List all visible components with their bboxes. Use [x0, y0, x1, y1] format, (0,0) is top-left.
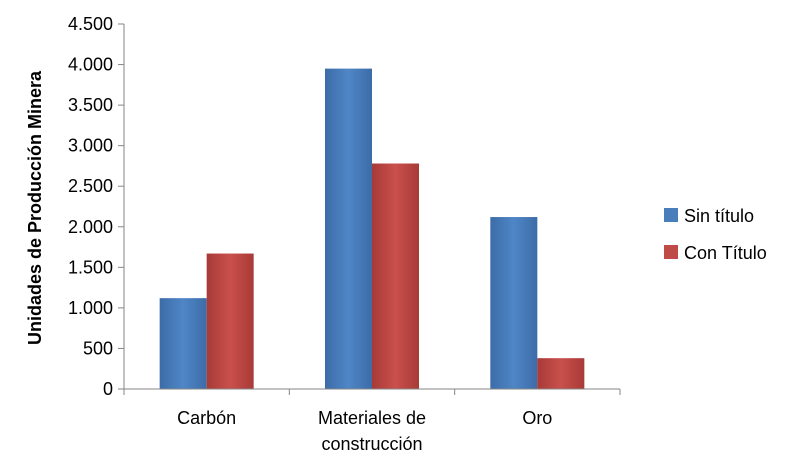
y-tick-label: 500 [83, 338, 113, 358]
legend-swatch [664, 208, 678, 222]
bars [159, 68, 585, 389]
x-axis: Carbón Materiales de construcción Oro [123, 388, 621, 454]
x-category-label: Oro [522, 408, 552, 428]
bar-con-titulo [206, 253, 254, 389]
x-category-label: Carbón [177, 408, 236, 428]
x-category-label-line: Materiales de [318, 408, 426, 428]
y-axis-title: Unidades de Producción Minera [25, 70, 45, 345]
y-tick-label: 4.500 [68, 14, 113, 34]
x-category-label-line: Carbón [177, 408, 236, 428]
x-category-label-line: Oro [522, 408, 552, 428]
x-category-label-line: construcción [321, 434, 422, 454]
bar-con-titulo [372, 163, 419, 389]
y-tick-label: 0 [103, 379, 113, 399]
y-tick-label: 3.500 [68, 95, 113, 115]
y-tick-label: 3.000 [68, 136, 113, 156]
y-axis: 0 500 1.000 1.500 2.000 2.500 3.000 3.500 4.000 4… [68, 14, 125, 399]
bar-con-titulo [537, 358, 585, 389]
legend-label: Sin título [684, 206, 754, 226]
y-tick-label: 4.000 [68, 55, 113, 75]
bar-sin-titulo [490, 217, 538, 389]
y-tick-label: 2.500 [68, 176, 113, 196]
y-tick-label: 1.500 [68, 257, 113, 277]
legend: Sin título Con Título [664, 206, 767, 263]
y-tick-label: 2.000 [68, 217, 113, 237]
legend-swatch [664, 245, 678, 259]
y-tick-label: 1.000 [68, 298, 113, 318]
bar-sin-titulo [325, 68, 372, 389]
bar-sin-titulo [159, 298, 207, 389]
x-category-label: Materiales de construcción [318, 408, 426, 454]
legend-label: Con Título [684, 243, 767, 263]
